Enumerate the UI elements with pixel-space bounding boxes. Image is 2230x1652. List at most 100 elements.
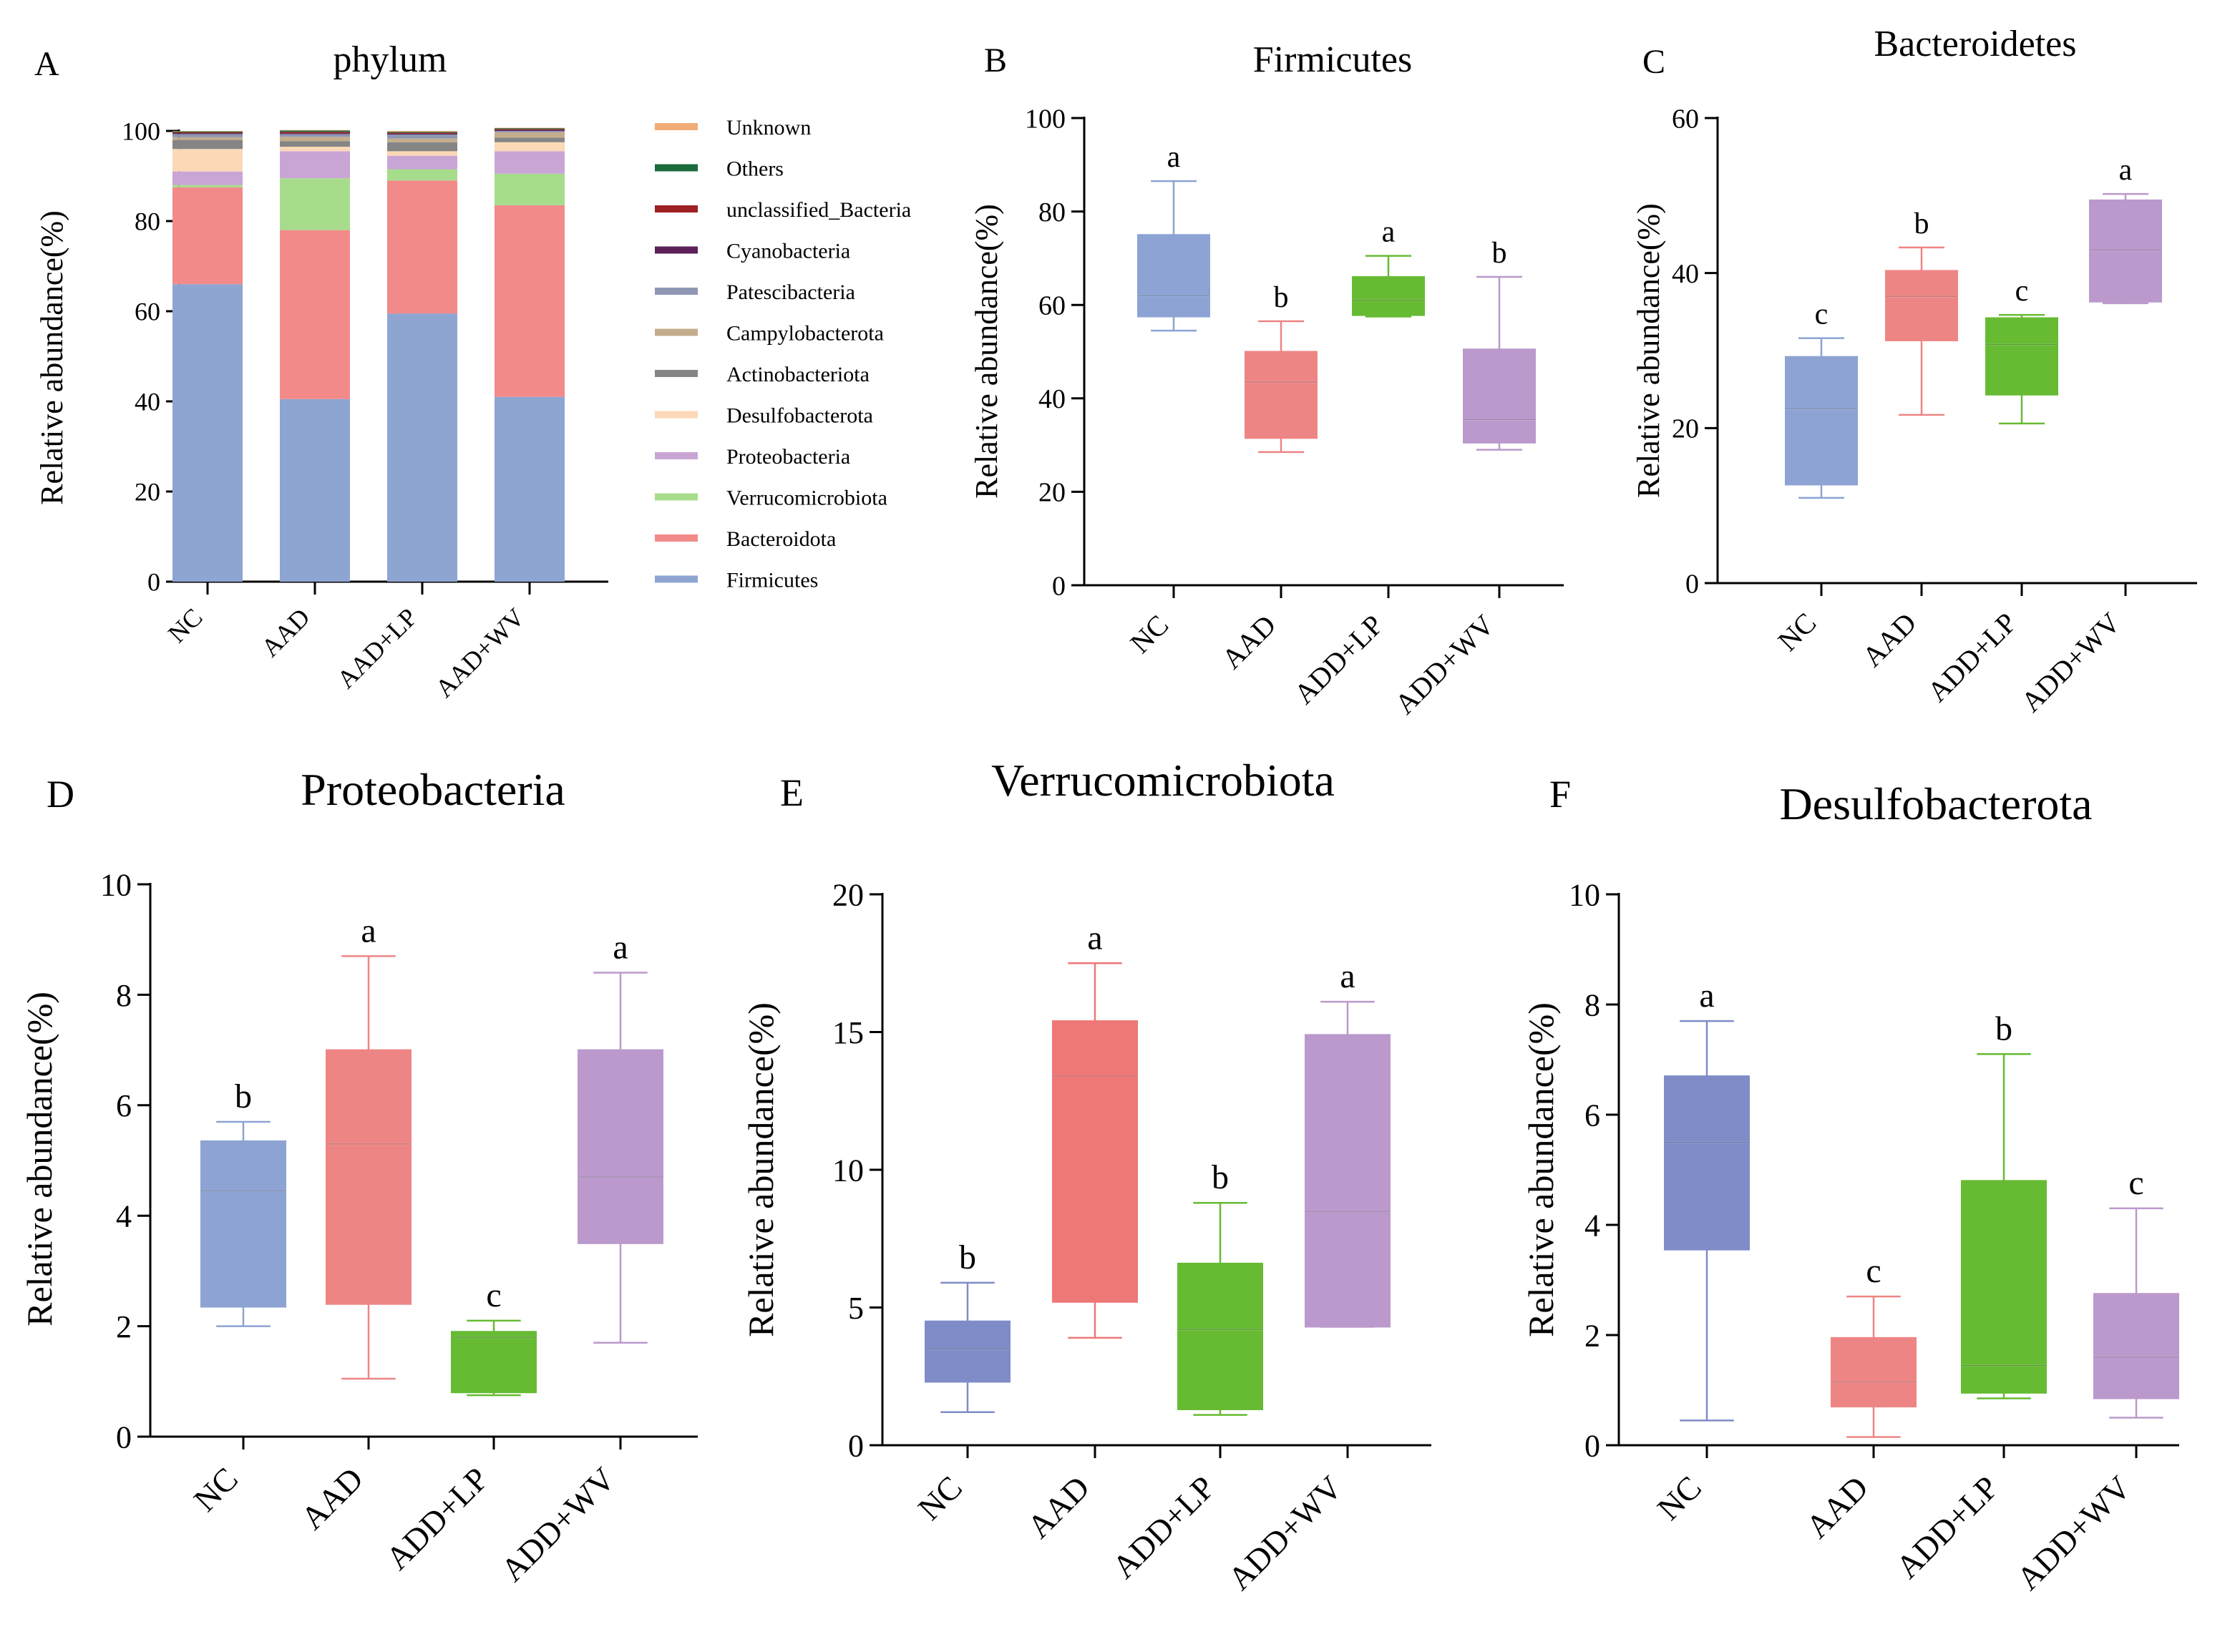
legend-label: Actinobacteriota — [726, 363, 870, 386]
x-tick-label: NC — [187, 1460, 245, 1518]
y-tick-label: 0 — [1584, 1428, 1600, 1463]
x-tick-label: NC — [1650, 1469, 1708, 1527]
x-tick-label: ADD+WV — [1388, 608, 1500, 720]
y-tick-label: 8 — [1584, 987, 1600, 1022]
box-nc: b — [925, 1238, 1011, 1414]
bar-segment — [495, 142, 565, 152]
box-iqr — [1245, 351, 1318, 439]
y-tick-label: 100 — [1025, 104, 1066, 134]
box-aad: c — [1831, 1252, 1917, 1438]
bar-segment — [172, 133, 243, 135]
chart-title: Proteobacteria — [301, 764, 565, 815]
bar-segment — [280, 178, 350, 230]
y-tick-label: 2 — [116, 1309, 132, 1344]
y-tick-label: 5 — [848, 1291, 864, 1326]
y-axis-label: Relative abundance(%) — [1521, 1002, 1561, 1337]
significance-letter: b — [1995, 1010, 2012, 1047]
legend-swatch — [655, 246, 698, 254]
x-tick-label: AAD+WV — [429, 602, 530, 703]
x-tick-label: ADD+LP — [1889, 1469, 2005, 1585]
y-axis-label: Relative abundance(%) — [741, 1002, 781, 1337]
y-tick-label: 10 — [1569, 877, 1600, 912]
significance-letter: b — [1914, 207, 1929, 240]
x-tick-label: AAD — [255, 602, 315, 662]
bar-segment — [172, 187, 243, 285]
panel-letter: F — [1549, 773, 1571, 816]
bar-segment — [172, 171, 243, 185]
panel-letter: D — [47, 773, 74, 816]
x-tick-label: AAD — [1021, 1469, 1097, 1545]
bar-segment — [280, 134, 350, 137]
bar-segment — [387, 132, 457, 134]
bar-segment — [172, 149, 243, 172]
x-tick-label: ADD+WV — [1221, 1469, 1349, 1597]
y-tick-label: 40 — [135, 388, 160, 416]
legend-swatch — [655, 534, 698, 542]
bar-segment — [387, 169, 457, 181]
chart-title: Firmicutes — [1253, 39, 1412, 80]
y-tick-label: 40 — [1038, 384, 1066, 414]
bar-segment — [387, 151, 457, 156]
box-addwv: c — [2093, 1164, 2179, 1419]
bar-segment — [495, 396, 565, 582]
x-tick-label: AAD — [1799, 1469, 1876, 1545]
box-iqr — [2089, 199, 2162, 303]
box-iqr — [2093, 1293, 2179, 1399]
bar-segment — [172, 185, 243, 187]
bar-segment — [280, 129, 350, 131]
significance-letter: a — [1340, 957, 1355, 995]
significance-letter: a — [361, 911, 376, 949]
legend-label: Verrucomicrobiota — [726, 487, 887, 510]
significance-letter: b — [959, 1238, 976, 1276]
x-tick-label: NC — [1771, 607, 1822, 658]
y-tick-label: 60 — [1672, 104, 1699, 134]
panel-letter: E — [780, 771, 804, 814]
significance-letter: a — [1699, 977, 1714, 1015]
bar-segment — [280, 133, 350, 135]
box-iqr — [1831, 1336, 1917, 1408]
legend-swatch — [655, 123, 698, 130]
box-aad: b — [1885, 207, 1958, 416]
y-tick-label: 10 — [832, 1153, 864, 1188]
legend-label: Campylobacterota — [726, 322, 884, 346]
x-tick-label: ADD+LP — [1287, 609, 1389, 710]
bar-segment — [280, 230, 350, 399]
legend-swatch — [655, 575, 698, 583]
bar-segment — [172, 134, 243, 137]
box-addlp: c — [451, 1276, 537, 1397]
legend-label: unclassified_Bacteria — [726, 198, 911, 222]
significance-letter: b — [1212, 1158, 1229, 1196]
y-tick-label: 80 — [135, 207, 160, 236]
significance-letter: b — [235, 1077, 252, 1115]
significance-letter: a — [1087, 919, 1102, 957]
bar-segment — [495, 129, 565, 131]
box-addlp: b — [1177, 1158, 1263, 1416]
legend-label: Bacteroidota — [726, 527, 836, 551]
box-iqr — [1664, 1075, 1750, 1251]
panel-e: E Verrucomicrobiota Relative abundance(%) 0… — [741, 755, 1431, 1597]
box-iqr — [1961, 1180, 2047, 1394]
y-tick-label: 4 — [116, 1199, 132, 1234]
x-tick-label: ADD+LP — [1105, 1469, 1222, 1585]
y-tick-label: 100 — [122, 117, 160, 146]
y-tick-label: 10 — [100, 867, 132, 902]
bar-segment — [495, 131, 565, 132]
y-tick-label: 60 — [1038, 291, 1066, 321]
box-iqr — [200, 1140, 286, 1308]
bar-segment — [495, 128, 565, 129]
legend-label: Others — [726, 157, 784, 181]
legend-swatch — [655, 164, 698, 172]
box-nc: c — [1785, 298, 1858, 499]
panel-letter: A — [34, 45, 59, 83]
box-iqr — [1985, 317, 2058, 396]
bar-segment — [387, 155, 457, 170]
legend-swatch — [655, 493, 698, 501]
x-tick-label: ADD+WV — [2015, 606, 2126, 718]
bar-segment — [172, 140, 243, 150]
y-tick-label: 4 — [1584, 1208, 1600, 1243]
box-addlp: b — [1961, 1010, 2047, 1399]
box-addwv: a — [1305, 957, 1391, 1328]
box-iqr — [1052, 1020, 1138, 1303]
box-iqr — [1137, 234, 1210, 318]
